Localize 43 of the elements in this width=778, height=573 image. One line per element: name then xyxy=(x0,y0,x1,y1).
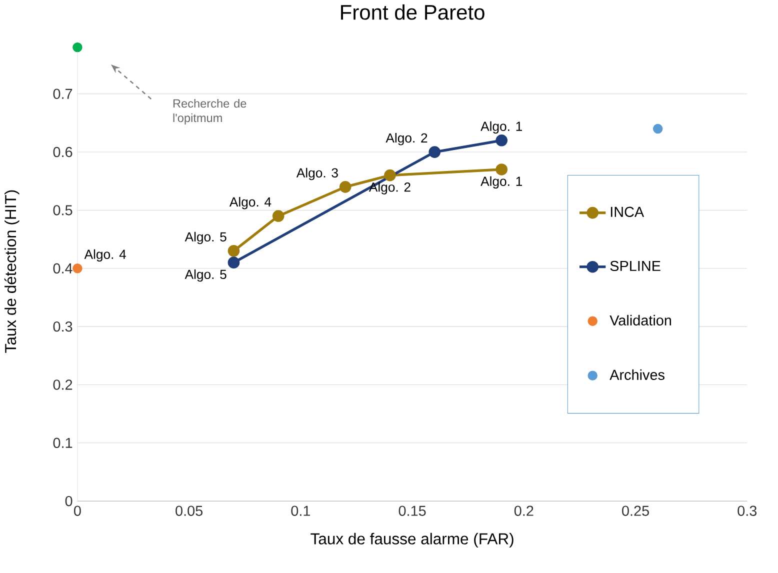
annotation: Algo. 5 xyxy=(184,232,226,244)
point xyxy=(496,163,508,176)
legend-label: Archives xyxy=(610,369,664,380)
point xyxy=(72,42,82,52)
chart-title: Front de Pareto xyxy=(341,4,484,20)
annotation: Algo. 4 xyxy=(84,249,126,262)
x-tick-label: 0.2 xyxy=(514,506,534,516)
point xyxy=(72,263,82,274)
annotation: Algo. 4 xyxy=(229,196,272,210)
x-tick-label: 0.3 xyxy=(738,506,757,516)
y-tick-label: 0.7 xyxy=(53,88,72,99)
x-axis-title: Taux de fausse alarme (FAR) xyxy=(310,532,514,548)
point xyxy=(428,146,441,158)
annotation: Recherche de l'opitmum xyxy=(173,98,246,124)
legend-label: Validation xyxy=(610,314,672,326)
y-axis-title: Taux de détection (HIT) xyxy=(4,190,20,353)
y-tick-label: 0.4 xyxy=(53,263,72,274)
point xyxy=(272,210,284,222)
legend-label: INCA xyxy=(610,206,644,217)
point xyxy=(339,180,352,193)
y-tick-label: 0.2 xyxy=(53,379,72,390)
y-tick-label: 0.3 xyxy=(53,321,72,332)
y-tick-label: 0.6 xyxy=(53,146,72,158)
annotation: Algo. 3 xyxy=(296,168,338,180)
annotation: Algo. 1 xyxy=(480,176,522,188)
x-tick-label: 0.25 xyxy=(622,506,649,516)
x-tick-label: 0.05 xyxy=(176,506,203,516)
point xyxy=(228,244,240,257)
annotation: Algo. 2 xyxy=(386,132,428,146)
annotation: Algo. 2 xyxy=(368,182,410,194)
x-tick-label: 0.1 xyxy=(291,506,310,516)
annotation: Algo. 5 xyxy=(184,269,226,282)
legend-label: SPLINE xyxy=(610,260,660,271)
y-tick-label: 0.5 xyxy=(53,204,72,216)
point xyxy=(496,134,508,146)
annotation: Algo. 1 xyxy=(480,121,522,134)
point xyxy=(384,169,396,182)
y-tick-label: 0.1 xyxy=(53,438,72,448)
point xyxy=(652,124,663,134)
y-tick-label: 0 xyxy=(65,496,72,506)
x-tick-label: 0.15 xyxy=(398,506,426,516)
point xyxy=(228,256,240,268)
x-tick-label: 0 xyxy=(74,506,81,516)
